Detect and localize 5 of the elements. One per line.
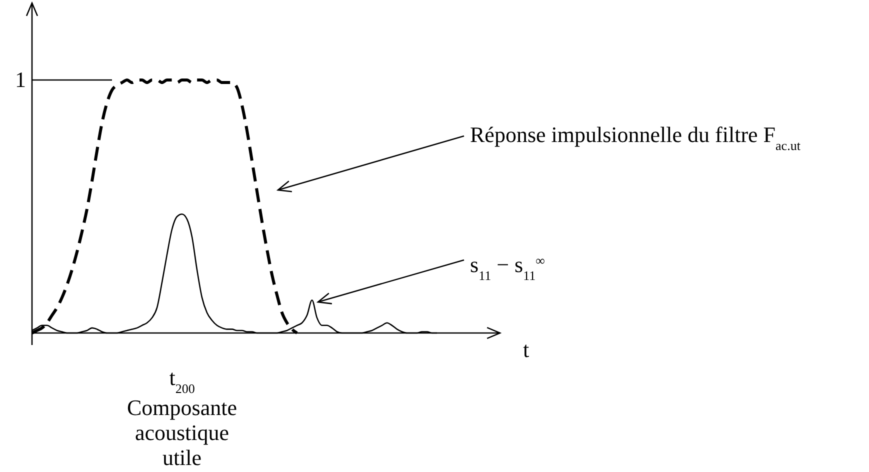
text: Réponse impulsionnelle du filtre F$_{ac.ut}$ — [470, 122, 801, 152]
ref-line-label: 1 — [15, 67, 26, 92]
x-axis-title: t — [523, 337, 530, 362]
text: t$_{200}$ — [169, 365, 195, 396]
text: Composante acoustique utile — [127, 395, 237, 470]
